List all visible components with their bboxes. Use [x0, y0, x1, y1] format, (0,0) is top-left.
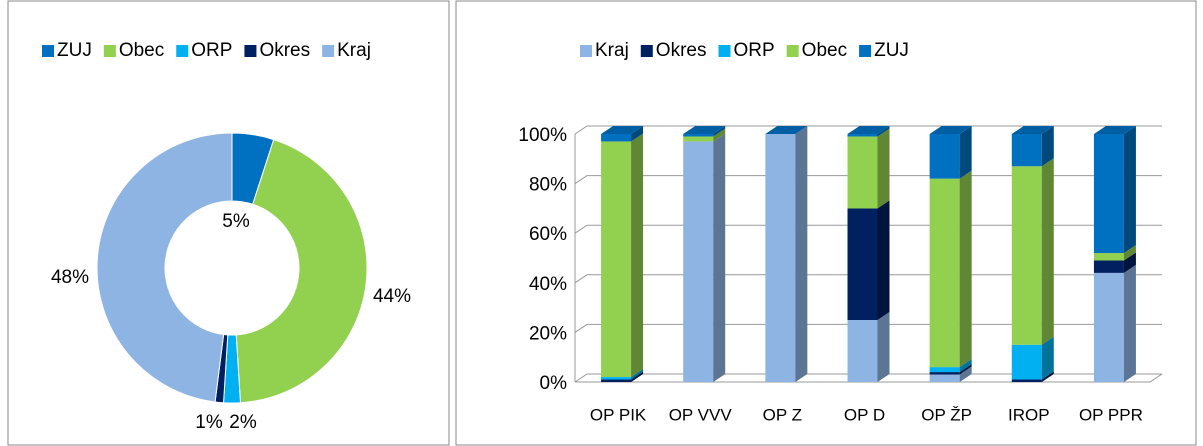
bar-top — [683, 126, 726, 134]
x-tick-label: IROP — [1008, 405, 1050, 424]
bar-segment — [929, 367, 960, 373]
data-label: 2% — [229, 412, 257, 433]
bar-side — [713, 133, 726, 382]
bar-segment — [1093, 272, 1124, 382]
x-tick-label: OP VVV — [669, 405, 733, 424]
bar-segment — [847, 208, 878, 320]
legend-swatch — [322, 45, 335, 57]
legend-swatch — [42, 45, 54, 57]
bar-segment — [847, 136, 878, 209]
bar-side — [631, 369, 644, 380]
legend-swatch — [786, 45, 799, 57]
bar-segment — [683, 134, 714, 137]
bar-side — [1041, 158, 1054, 345]
bar-segment — [847, 134, 878, 137]
legend-label: Kraj — [337, 40, 371, 61]
bar-side — [959, 126, 972, 179]
legend-label: Obec — [802, 40, 847, 61]
bar-segment — [683, 136, 714, 142]
legend-swatch — [244, 45, 257, 57]
bar-side — [631, 371, 644, 382]
bar-segment — [1011, 166, 1042, 345]
donut-slice — [96, 132, 233, 403]
bar-side — [1123, 252, 1136, 273]
bar-side — [959, 170, 972, 368]
x-tick-label: OP PPR — [1079, 405, 1143, 424]
bar-segment — [1093, 134, 1124, 254]
bar-segment — [1093, 260, 1124, 273]
bar-top — [765, 126, 808, 134]
legend-label: ZUJ — [874, 40, 909, 61]
bar-side — [1041, 126, 1054, 167]
legend-swatch — [640, 45, 653, 57]
bar-side — [713, 126, 726, 137]
bar-top — [847, 126, 890, 134]
bar-side — [877, 126, 890, 137]
legend-label: Kraj — [595, 40, 629, 61]
bar-segment — [929, 372, 960, 375]
data-label: 48% — [51, 267, 89, 288]
bar-segment — [847, 320, 878, 382]
bar-segment — [929, 178, 960, 368]
legend-label: ZUJ — [57, 40, 92, 61]
bar-segment — [601, 379, 632, 382]
bar-side — [877, 128, 890, 209]
y-tick-label: 60% — [529, 224, 567, 245]
data-label: 5% — [222, 211, 250, 232]
legend-label: Obec — [119, 40, 164, 61]
bar-top — [1011, 126, 1054, 134]
y-tick-label: 40% — [529, 274, 567, 295]
bar-top — [929, 126, 972, 134]
bar-side — [631, 133, 644, 378]
bar-side — [1041, 336, 1054, 380]
bar-side — [713, 128, 726, 142]
y-tick-label: 80% — [529, 175, 567, 196]
x-tick-label: OP D — [844, 405, 885, 424]
legend-swatch — [859, 45, 872, 57]
legend-swatch — [103, 45, 116, 57]
bar-segment — [1011, 379, 1042, 382]
bar-segment — [929, 374, 960, 382]
bar-side — [1041, 371, 1054, 382]
y-tick-label: 0% — [540, 373, 568, 394]
bar-segment — [1011, 134, 1042, 167]
bar-segment — [683, 141, 714, 382]
bar-side — [631, 126, 644, 142]
bar-top — [1093, 126, 1136, 134]
bar-side — [959, 359, 972, 373]
bar-side — [795, 126, 808, 382]
legend-swatch — [580, 45, 592, 57]
bar-side — [1123, 245, 1136, 261]
bar-segment — [1011, 344, 1042, 380]
y-tick-label: 100% — [518, 125, 567, 146]
donut-slice — [235, 138, 368, 404]
data-label: 1% — [195, 412, 223, 433]
legend-swatch — [176, 45, 189, 57]
right-panel — [455, 0, 1197, 446]
bar-side — [877, 312, 890, 382]
data-label: 44% — [373, 286, 411, 307]
bar-side — [959, 364, 972, 375]
bar-side — [877, 200, 890, 320]
bar-segment — [601, 141, 632, 378]
bar-segment — [601, 134, 632, 142]
legend-label: Okres — [656, 40, 707, 61]
legend-label: ORP — [733, 40, 774, 61]
legend-label: ORP — [191, 40, 232, 61]
x-tick-label: OP Z — [763, 405, 802, 424]
bar-segment — [1093, 253, 1124, 261]
y-tick-label: 20% — [529, 323, 567, 344]
bar-side — [1123, 264, 1136, 382]
bar-segment — [765, 134, 796, 382]
bar-side — [959, 366, 972, 382]
bar-top — [601, 126, 644, 134]
bar-segment — [929, 134, 960, 179]
legend-swatch — [718, 45, 731, 57]
x-tick-label: OP PIK — [590, 405, 647, 424]
x-tick-label: OP ŽP — [921, 405, 972, 424]
bar-side — [1123, 126, 1136, 254]
legend-label: Okres — [259, 40, 310, 61]
bar-segment — [601, 377, 632, 380]
